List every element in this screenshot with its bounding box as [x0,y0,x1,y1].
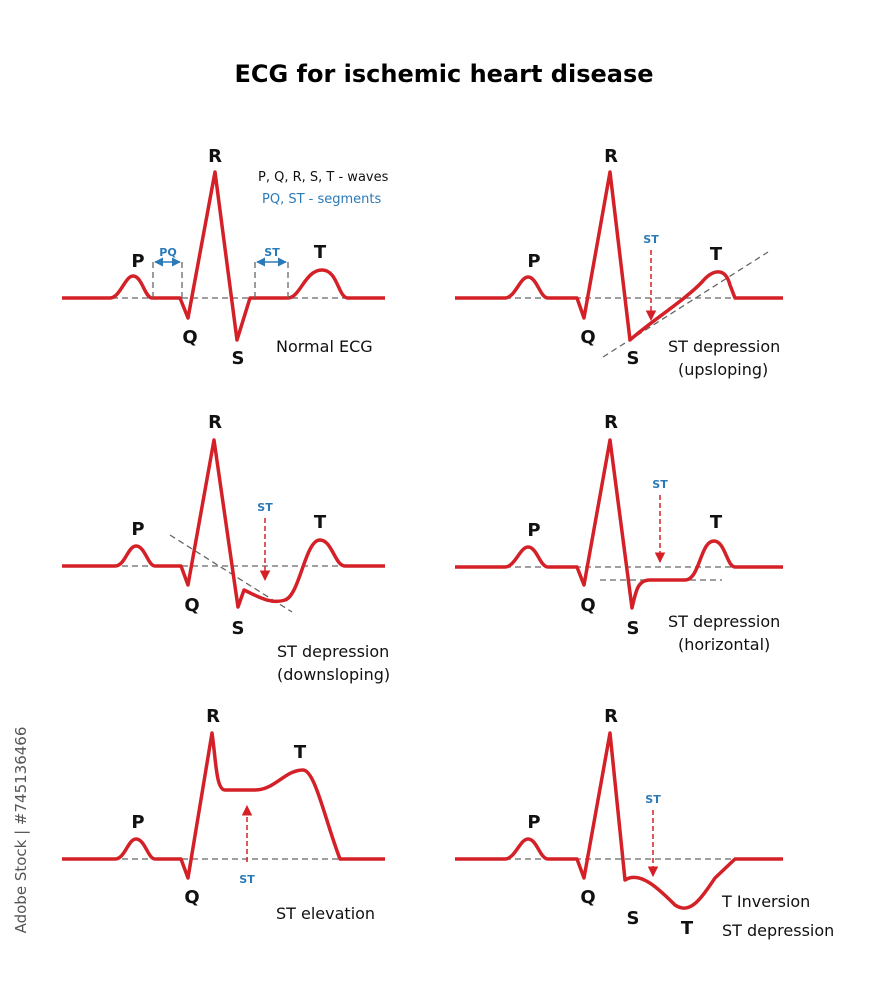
caption: ST depression [277,642,389,661]
caption: (upsloping) [678,360,768,379]
wave-label: P [527,812,540,833]
panel-elevation: ST P Q R T ST elevation [62,706,385,923]
panel-normal: P Q R S T PQ ST P, Q, R, S, T - waves PQ… [62,146,389,369]
ecg-trace [62,438,385,609]
wave-label: R [604,706,618,727]
panel-upsloping: ST P Q R S T ST depression (upsloping) [455,146,783,379]
slope-line [169,534,293,613]
watermark: Adobe Stock | #745136466 [12,727,30,934]
wave-label: P [131,519,144,540]
wave-label: R [604,146,618,167]
wave-label: P [131,251,144,272]
wave-label: R [206,706,220,727]
segment-label: ST [264,246,280,259]
panel-t-inversion: ST P Q R S T T Inversion ST depression [455,706,834,940]
wave-label: P [527,251,540,272]
segment-label: ST [652,478,668,491]
legend-segments: PQ, ST - segments [262,192,382,207]
wave-label: T [681,918,694,939]
wave-label: S [232,618,245,639]
wave-label: T [314,242,327,263]
title: ECG for ischemic heart disease [234,60,653,88]
wave-label: Q [580,887,595,908]
panel-horizontal: ST P Q R S T ST depression (horizontal) [455,412,783,654]
ecg-trace [455,731,783,910]
wave-label: P [131,812,144,833]
wave-label: S [627,618,640,639]
caption: (horizontal) [678,635,770,654]
segment-label: PQ [159,246,176,259]
segment-label: ST [257,501,273,514]
caption: ST elevation [276,904,375,923]
wave-label: Q [184,595,199,616]
wave-label: Q [184,887,199,908]
caption: ST depression [668,337,780,356]
wave-label: Q [182,327,197,348]
wave-label: T [710,244,723,265]
caption: (downsloping) [277,665,390,684]
wave-label: P [527,520,540,541]
wave-label: S [232,348,245,369]
panel-downsloping: ST P Q R S T ST depression (downsloping) [62,412,390,684]
caption: ST depression [722,921,834,940]
wave-label: S [627,908,640,929]
ecg-trace [62,170,385,342]
wave-label: R [208,412,222,433]
caption: ST depression [668,612,780,631]
segment-label: ST [239,873,255,886]
caption: T Inversion [721,892,810,911]
wave-label: T [314,512,327,533]
legend-waves: P, Q, R, S, T - waves [258,170,389,185]
wave-label: T [294,742,307,763]
ecg-trace [455,438,783,610]
wave-label: R [604,412,618,433]
wave-label: S [627,348,640,369]
wave-label: Q [580,595,595,616]
wave-label: Q [580,327,595,348]
wave-label: T [710,512,723,533]
caption: Normal ECG [276,337,373,356]
ecg-trace [455,170,783,342]
wave-label: R [208,146,222,167]
segment-label: ST [643,233,659,246]
ecg-trace [62,731,385,880]
segment-label: ST [645,793,661,806]
